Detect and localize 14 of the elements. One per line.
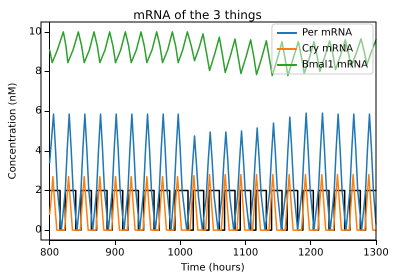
chart-title: mRNA of the 3 things: [133, 8, 262, 22]
x-tick-label: 1200: [298, 248, 324, 258]
legend-label: Per mRNA: [302, 28, 352, 38]
x-tick-label: 900: [105, 248, 124, 258]
x-tick-label: 800: [40, 248, 60, 258]
legend-label: Cry mRNA: [302, 44, 354, 54]
x-tick-label: 1000: [167, 248, 193, 258]
x-axis-title: Time (hours): [180, 262, 245, 274]
legend-label: Bmal1 mRNA: [302, 60, 368, 70]
y-tick-label: 2: [35, 184, 42, 196]
x-tick-label: 1300: [363, 248, 389, 258]
y-tick-label: 4: [35, 145, 42, 156]
y-axis-title: Concentration (nM): [8, 82, 18, 180]
x-tick-label: 1100: [232, 248, 258, 258]
